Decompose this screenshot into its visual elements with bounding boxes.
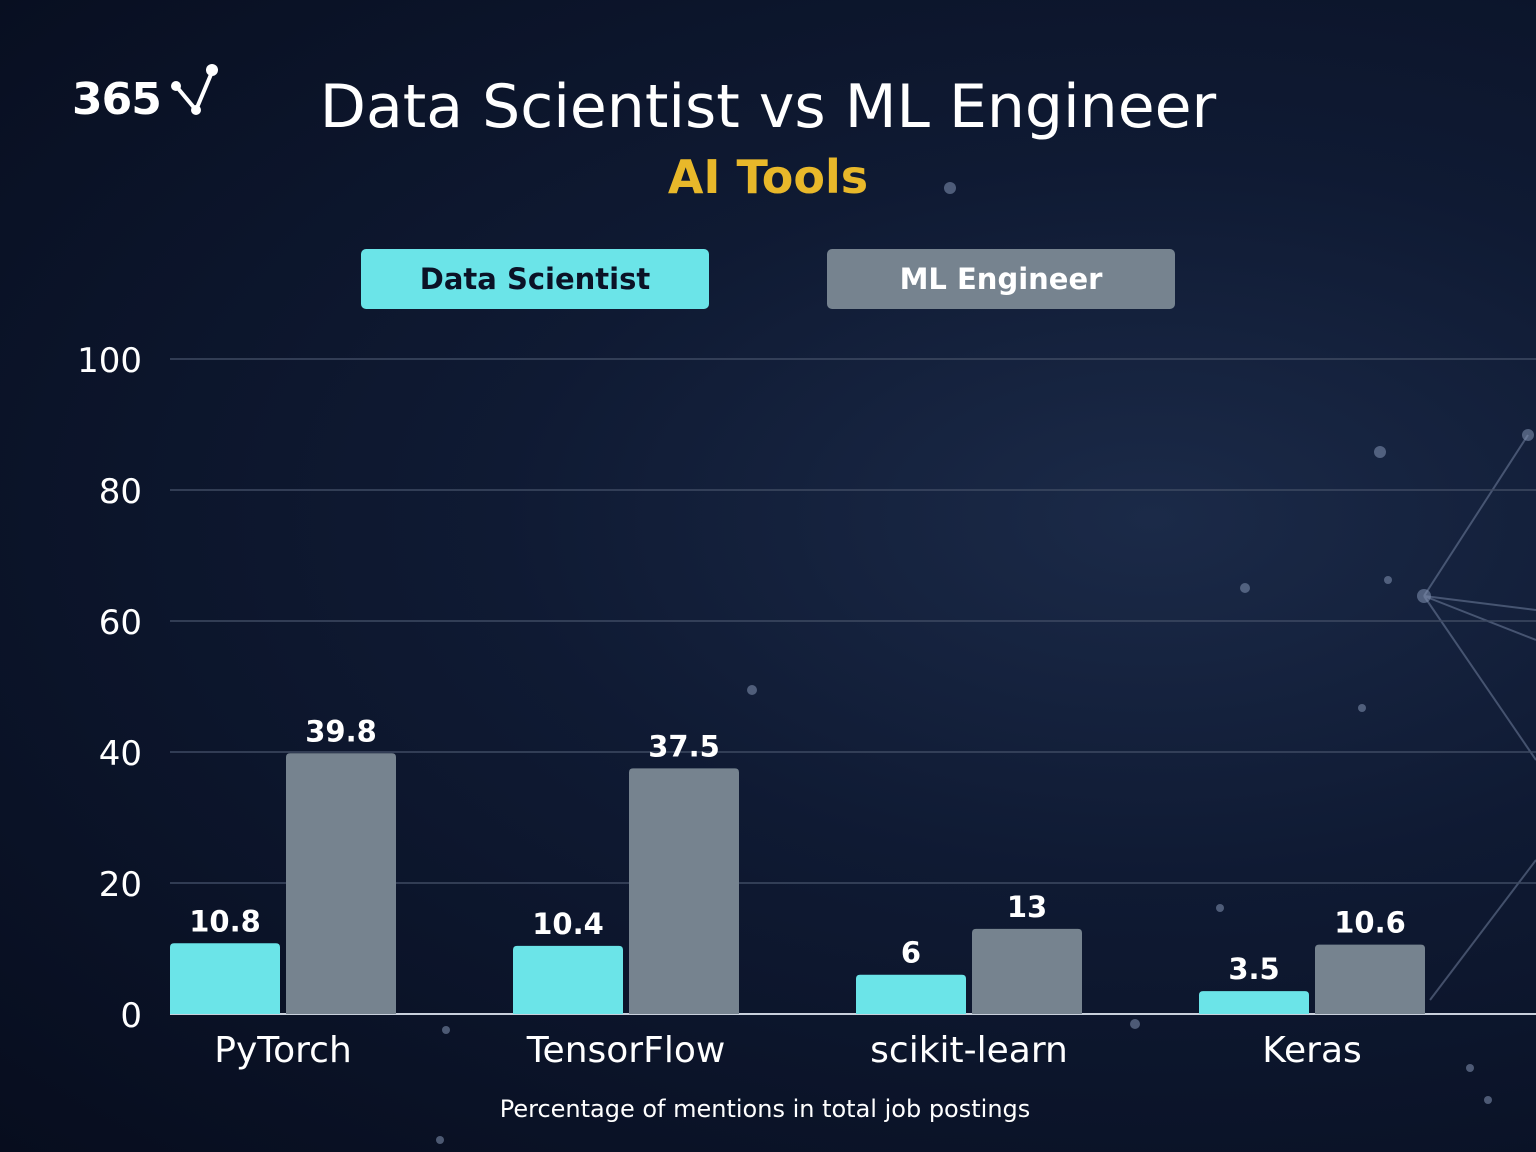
logo-graph-icon: [171, 64, 218, 115]
bar-ml-engineer: [629, 768, 739, 1014]
bar-ml-engineer: [972, 928, 1082, 1014]
data-label-data-scientist: 6: [901, 936, 921, 970]
bar-ml-engineer: [286, 753, 396, 1014]
x-category-label: TensorFlow: [526, 1030, 726, 1071]
data-label-data-scientist: 10.8: [189, 904, 261, 938]
y-tick-label: 60: [99, 603, 142, 643]
data-label-ml-engineer: 10.6: [1334, 906, 1406, 940]
x-category-label: scikit-learn: [870, 1030, 1068, 1071]
bar-data-scientist: [170, 943, 280, 1014]
legend-label-data-scientist: Data Scientist: [419, 262, 651, 296]
data-label-data-scientist: 3.5: [1228, 952, 1279, 986]
y-tick-label: 80: [99, 472, 142, 512]
chart-title: Data Scientist vs ML Engineer: [319, 72, 1217, 142]
chart-subtitle: AI Tools: [667, 150, 869, 204]
legend-ml-engineer: ML Engineer: [827, 249, 1175, 309]
bar-data-scientist: [856, 974, 966, 1014]
bar-ml-engineer: [1315, 944, 1425, 1014]
data-label-ml-engineer: 37.5: [648, 729, 720, 763]
legend-label-ml-engineer: ML Engineer: [899, 262, 1103, 296]
x-category-label: PyTorch: [214, 1030, 352, 1071]
data-label-data-scientist: 10.4: [532, 907, 604, 941]
y-tick-label: 0: [120, 996, 142, 1036]
legend-data-scientist: Data Scientist: [361, 249, 709, 309]
y-tick-label: 40: [99, 734, 142, 774]
x-category-label: Keras: [1262, 1030, 1362, 1071]
y-tick-label: 100: [77, 341, 142, 381]
y-tick-label: 20: [99, 865, 142, 905]
logo-365: 365: [72, 74, 162, 125]
x-axis-label: Percentage of mentions in total job post…: [500, 1095, 1031, 1123]
bar-data-scientist: [513, 945, 623, 1014]
data-label-ml-engineer: 39.8: [305, 714, 377, 748]
bar-data-scientist: [1199, 991, 1309, 1014]
data-label-ml-engineer: 13: [1007, 890, 1047, 924]
